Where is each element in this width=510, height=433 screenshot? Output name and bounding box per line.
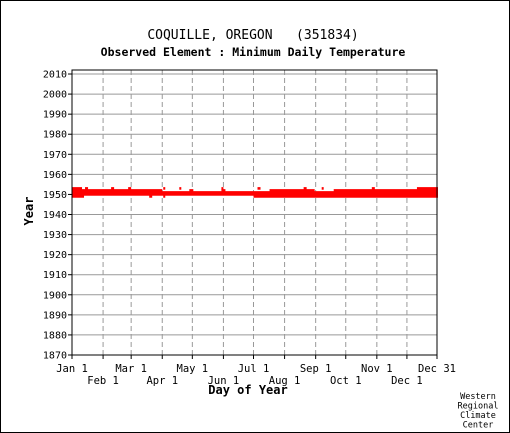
y-tick-label: 1930 <box>43 230 67 241</box>
data-segment <box>253 195 438 198</box>
x-tick-label: Feb 1 <box>87 375 119 387</box>
data-segment <box>371 187 375 190</box>
chart-subtitle: Observed Element : Minimum Daily Tempera… <box>101 45 406 59</box>
data-segment <box>72 187 83 190</box>
x-tick-label: Mar 1 <box>115 363 147 375</box>
credit-line: Regional <box>458 402 499 412</box>
data-segment <box>189 189 194 192</box>
x-tick-label: Jan 1 <box>56 363 88 375</box>
data-segment <box>163 187 166 190</box>
y-tick-label: 1880 <box>43 330 67 341</box>
data-segment <box>321 187 324 190</box>
x-tick-label: Aug 1 <box>269 375 301 387</box>
data-segment <box>303 187 307 190</box>
x-tick-label: Jun 1 <box>208 375 240 387</box>
data-segment <box>179 187 182 190</box>
credit-line: Center <box>463 421 494 431</box>
x-tick-label: Jul 1 <box>238 363 270 375</box>
data-segment <box>333 189 438 192</box>
x-axis-label: Day of Year <box>208 383 287 397</box>
x-axis: Jan 1 Mar 1 May 1 Jul 1 Sep 1 Nov 1 Dec 31 Feb … <box>56 355 456 387</box>
data-segment <box>269 189 315 192</box>
data-segment <box>72 189 163 192</box>
data-segment <box>111 187 115 190</box>
data-segment <box>163 195 166 198</box>
x-tick-label: May 1 <box>177 363 209 375</box>
x-tick-label: Nov 1 <box>361 363 393 375</box>
y-tick-label: 1950 <box>43 190 67 201</box>
credit-line: Western <box>460 392 496 402</box>
y-tick-label: 1960 <box>43 170 67 181</box>
data-segment <box>72 191 438 194</box>
x-tick-label: Oct 1 <box>330 375 362 387</box>
plot-area <box>71 69 438 356</box>
y-tick-label: 1990 <box>43 110 67 121</box>
grid-lines <box>72 70 437 356</box>
y-tick-label: 1920 <box>43 250 67 261</box>
data-segment <box>221 187 224 190</box>
data-segment <box>128 187 132 190</box>
y-tick-label: 1870 <box>43 351 67 362</box>
x-tick-label: Dec 1 <box>391 375 423 387</box>
data-segment <box>149 195 153 198</box>
chart-title: COQUILLE, OREGON (351834) <box>147 28 358 43</box>
y-tick-label: 1910 <box>43 270 67 281</box>
x-tick-label: Apr 1 <box>146 375 178 387</box>
data-segment <box>416 187 438 190</box>
data-segment <box>72 193 438 196</box>
y-tick-label: 1900 <box>43 290 67 301</box>
y-tick-label: 2000 <box>43 90 67 101</box>
data-segment <box>257 187 261 190</box>
y-axis-label: Year <box>22 197 36 226</box>
data-segment <box>221 189 226 192</box>
y-tick-label: 1890 <box>43 310 67 321</box>
y-tick-label: 1940 <box>43 210 67 221</box>
y-axis: 2010 2000 1990 1980 1970 1960 1950 1940 1930 1920… <box>43 70 72 362</box>
x-tick-label: Dec 31 <box>418 363 456 375</box>
y-tick-label: 2010 <box>43 70 67 81</box>
credit-line: Climate <box>460 411 496 421</box>
x-tick-label: Sep 1 <box>300 363 332 375</box>
data-segment <box>85 187 89 190</box>
data-segment <box>72 195 85 198</box>
y-tick-label: 1980 <box>43 130 67 141</box>
y-tick-label: 1970 <box>43 150 67 161</box>
data-marks <box>72 187 438 198</box>
